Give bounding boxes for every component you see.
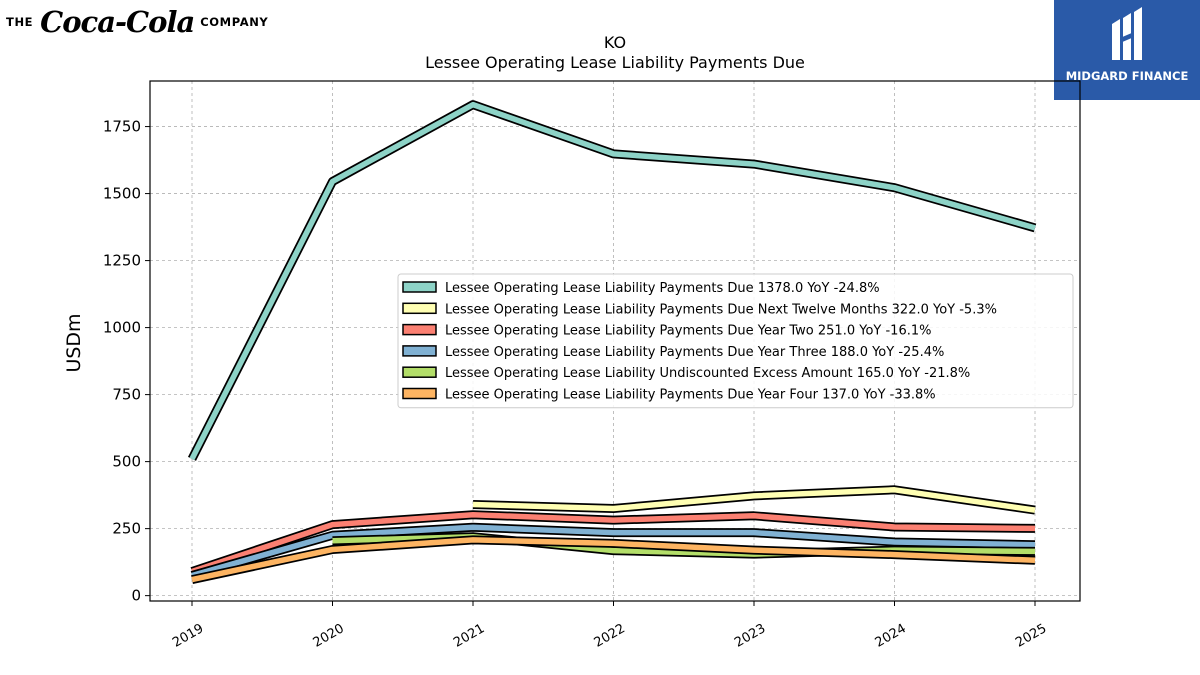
company-logo: THE Coca-Cola COMPANY: [6, 4, 268, 40]
series-layer: [187, 100, 1037, 585]
x-tick-label: 2020: [311, 621, 347, 651]
series-2: [190, 510, 1036, 576]
brand-logo-mark-icon: [1112, 7, 1142, 60]
series-0: [187, 100, 1037, 461]
series-1: [472, 485, 1036, 515]
x-tick-label: 2022: [592, 621, 628, 651]
y-tick-label: 0: [131, 587, 141, 605]
chart-subtitle: Lessee Operating Lease Liability Payment…: [425, 53, 805, 72]
legend-box: [397, 273, 1074, 409]
series-3: [190, 522, 1036, 580]
legend-label: Lessee Operating Lease Liability Payment…: [445, 345, 944, 360]
chart-title: KO: [604, 33, 626, 52]
y-tick-label: 1250: [103, 252, 141, 270]
legend-label: Lessee Operating Lease Liability Payment…: [445, 388, 936, 403]
legend-swatch: [402, 366, 437, 378]
x-tick-label: 2024: [873, 621, 909, 651]
y-tick-label: 1000: [103, 319, 141, 337]
brand-logo: MIDGARD FINANCE: [1054, 0, 1200, 100]
series-line: [191, 537, 1036, 583]
legend-swatch: [402, 345, 437, 357]
company-logo-suffix: COMPANY: [200, 15, 269, 29]
company-logo-prefix: THE: [6, 15, 34, 29]
x-tick-label: 2019: [170, 621, 206, 651]
y-axis-title: USDm: [63, 313, 85, 372]
y-tick-label: 750: [112, 386, 141, 404]
legend: Lessee Operating Lease Liability Payment…: [397, 273, 1074, 409]
y-tick-label: 1750: [103, 118, 141, 136]
legend-swatch: [402, 323, 437, 336]
y-tick-label: 250: [112, 520, 141, 538]
legend-label: Lessee Operating Lease Liability Payment…: [445, 324, 931, 339]
x-tick-label: 2021: [451, 621, 487, 651]
company-logo-wordmark: Coca-Cola: [40, 5, 195, 39]
brand-logo-text: MIDGARD FINANCE: [1065, 69, 1189, 83]
legend-swatch: [402, 387, 437, 400]
x-tick-label: 2023: [732, 621, 768, 651]
series-line: [191, 511, 1036, 575]
y-tick-label: 1500: [103, 185, 141, 203]
legend-swatch: [402, 281, 437, 293]
series-5: [191, 535, 1036, 585]
series-line: [472, 487, 1036, 513]
legend-label: Lessee Operating Lease Liability Undisco…: [445, 366, 970, 381]
plot-frame: [149, 80, 1081, 602]
y-tick-label: 500: [112, 453, 141, 471]
series-line: [189, 101, 1036, 461]
legend-swatch: [402, 302, 437, 315]
legend-label: Lessee Operating Lease Liability Payment…: [445, 302, 997, 317]
x-tick-label: 2025: [1013, 621, 1049, 651]
legend-label: Lessee Operating Lease Liability Payment…: [445, 281, 880, 296]
series-line: [191, 524, 1036, 579]
